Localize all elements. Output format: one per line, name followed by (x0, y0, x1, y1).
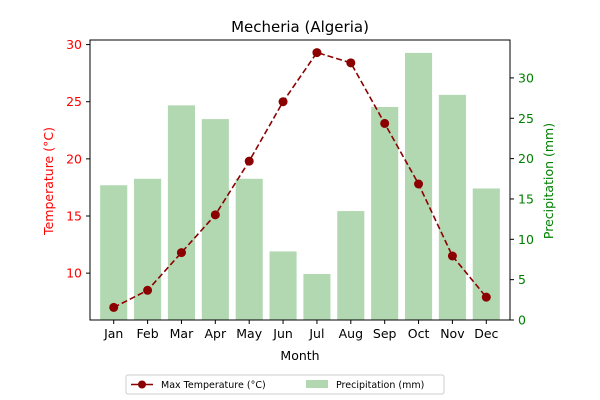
temperature-point-jan (109, 302, 119, 312)
legend-frame (125, 374, 445, 395)
y-axis-left-label: Temperature (°C) (41, 127, 56, 236)
y-right-tick-label-5: 5 (518, 272, 526, 287)
temperature-point-apr (210, 210, 220, 220)
x-tick-label-oct: Oct (408, 326, 430, 341)
temperature-point-nov (447, 251, 457, 261)
temperature-point-oct (414, 179, 424, 189)
y-axis-right-label: Precipitation (mm) (541, 123, 556, 239)
precipitation-bar-feb (134, 178, 162, 320)
temperature-point-mar (176, 248, 186, 258)
legend: Max Temperature (°C) Precipitation (mm) (125, 374, 445, 395)
y-left-tick-label-10: 10 (66, 266, 82, 281)
temperature-point-aug (346, 58, 356, 68)
y-left-tick-label-25: 25 (66, 94, 82, 109)
precipitation-bar-mar (167, 105, 195, 320)
x-tick-label-dec: Dec (474, 326, 498, 341)
temperature-point-feb (143, 285, 153, 295)
x-axis-label: Month (280, 348, 319, 363)
legend-temperature-label: Max Temperature (°C) (161, 380, 266, 391)
precipitation-bar-aug (337, 211, 365, 320)
y-right-tick-label-10: 10 (518, 232, 534, 247)
legend-temperature-marker-swatch (138, 380, 146, 389)
legend-precipitation-swatch (306, 380, 328, 388)
precipitation-bars (100, 52, 500, 320)
y-left-tick-label-30: 30 (66, 37, 82, 52)
precipitation-bar-may (235, 178, 263, 320)
y-left-tick-label-20: 20 (66, 151, 82, 166)
x-tick-label-jul: Jul (308, 326, 324, 341)
temperature-point-may (244, 156, 254, 166)
plot-frame (89, 39, 511, 321)
y-right-tick-label-15: 15 (518, 191, 534, 206)
temperature-line-series (109, 48, 491, 312)
x-tick-label-mar: Mar (170, 326, 194, 341)
temperature-point-jul (312, 48, 322, 58)
temperature-point-sep (380, 118, 390, 128)
precipitation-bar-sep (371, 106, 399, 320)
y-right-tick-label-20: 20 (518, 151, 534, 166)
y-right-tick-label-30: 30 (518, 70, 534, 85)
x-tick-label-jun: Jun (272, 326, 293, 341)
temperature-line (113, 51, 487, 309)
x-tick-label-nov: Nov (440, 326, 465, 341)
x-tick-label-feb: Feb (137, 326, 159, 341)
legend-precipitation-label: Precipitation (mm) (336, 380, 424, 391)
temperature-point-jun (278, 97, 288, 107)
precipitation-bar-jun (269, 251, 297, 320)
x-tick-label-jan: Jan (103, 326, 123, 341)
precipitation-bar-jul (303, 274, 331, 320)
x-tick-label-aug: Aug (339, 326, 363, 341)
y-right-tick-label-0: 0 (518, 313, 526, 328)
chart-title: Mecheria (Algeria) (231, 18, 369, 36)
temperature-point-dec (481, 292, 491, 302)
precipitation-bar-nov (438, 94, 466, 320)
axes: Jan Feb Mar Apr May Jun Jul Aug Sep Oct Nov Dec 10 15… (66, 37, 534, 341)
y-right-tick-label-25: 25 (518, 111, 534, 126)
precipitation-bar-jan (100, 185, 128, 320)
y-left-tick-label-15: 15 (66, 209, 82, 224)
precipitation-bar-apr (201, 119, 229, 320)
x-tick-label-sep: Sep (373, 326, 397, 341)
x-tick-label-apr: Apr (205, 326, 227, 341)
x-tick-label-may: May (236, 326, 262, 341)
